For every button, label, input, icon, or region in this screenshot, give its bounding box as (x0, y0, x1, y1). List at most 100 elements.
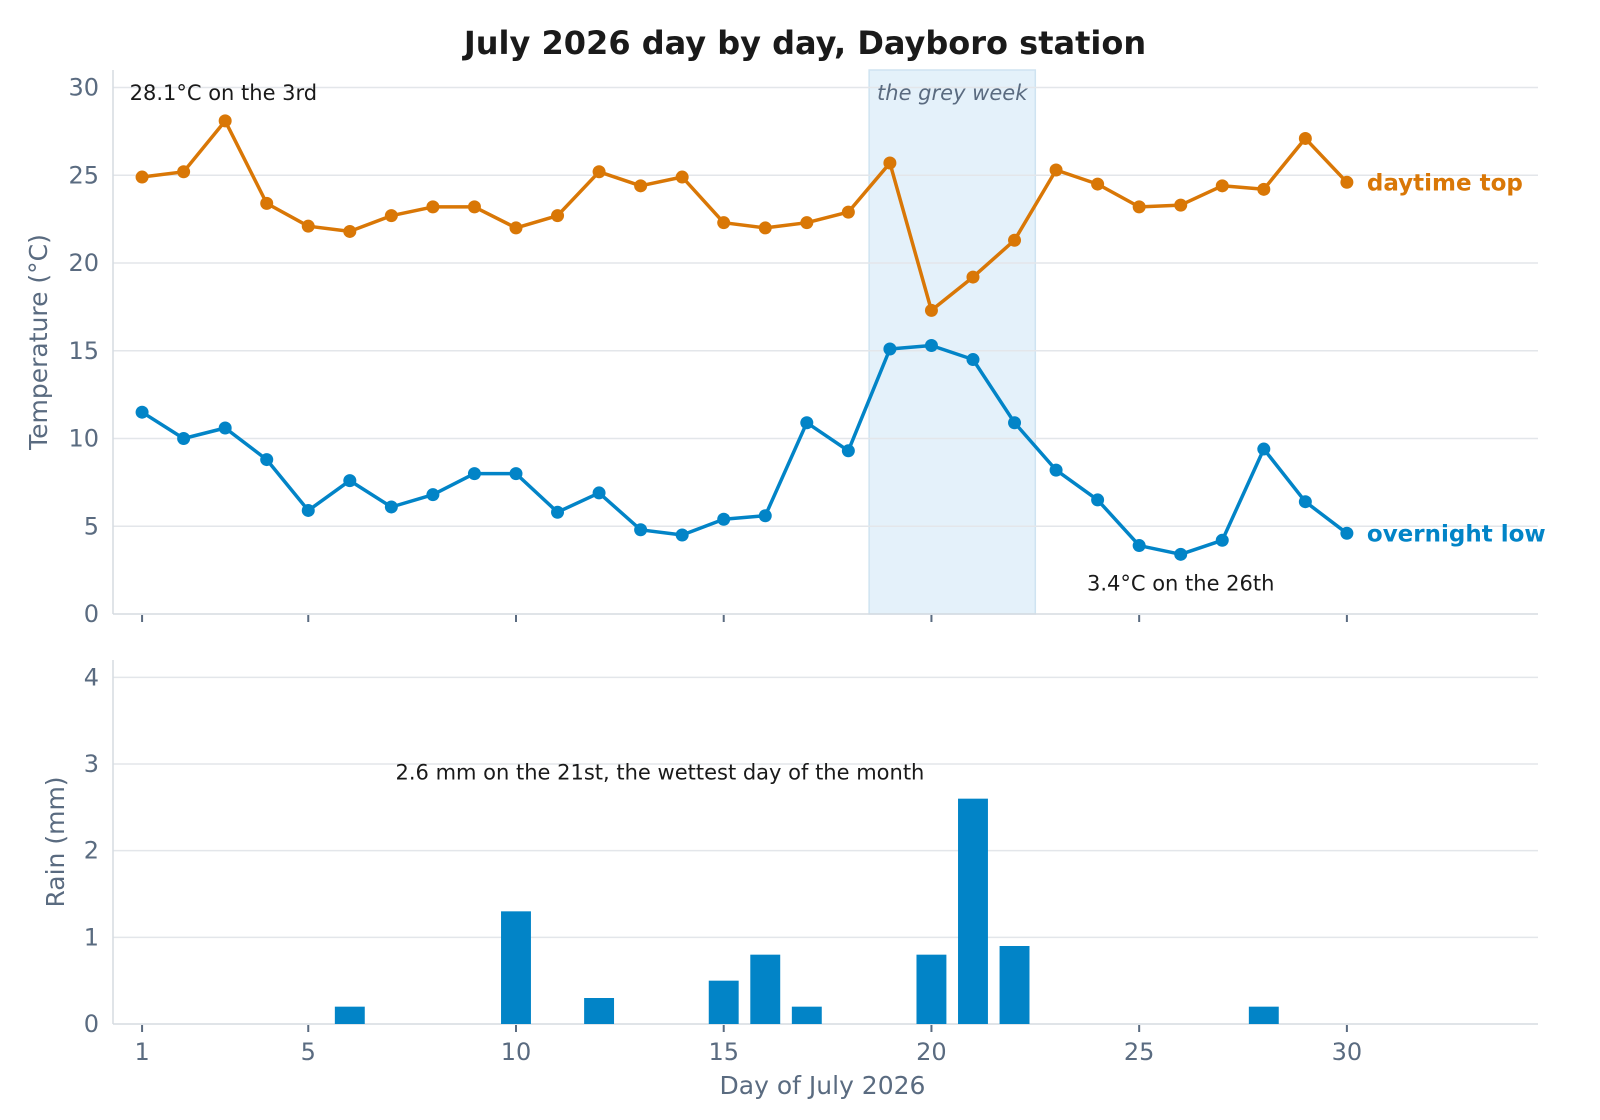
data-point (758, 509, 772, 523)
data-point (1091, 493, 1105, 507)
data-point (551, 505, 565, 519)
x-tick-label: 15 (708, 1038, 739, 1066)
series-line (141, 343, 1348, 557)
data-point (218, 114, 232, 128)
annotation-min-low: 3.4°C on the 26th (1087, 571, 1274, 595)
y-tick-label: 5 (84, 512, 99, 540)
data-point (467, 467, 481, 481)
data-point (301, 219, 315, 233)
data-point (467, 200, 481, 214)
rain-gridlines (113, 676, 1538, 939)
series-overnight-low (135, 339, 1354, 561)
y-tick-label: 30 (68, 74, 99, 102)
data-point (841, 205, 855, 219)
x-tick-label: 25 (1124, 1038, 1155, 1066)
grey-week-label: the grey week (877, 81, 1028, 105)
data-point (841, 444, 855, 458)
data-point (717, 216, 731, 230)
x-tick-label: 5 (301, 1038, 316, 1066)
data-point (1008, 416, 1022, 430)
data-point (177, 165, 191, 179)
rain-bar (916, 954, 947, 1024)
x-tick-label: 20 (916, 1038, 947, 1066)
data-point (1174, 547, 1188, 561)
data-point (551, 209, 565, 223)
data-point (1298, 131, 1312, 145)
rain-bar (958, 798, 988, 1024)
y-tick-label: 0 (84, 1010, 99, 1038)
rain-bar (584, 998, 615, 1024)
data-point (301, 503, 315, 517)
data-point (384, 500, 398, 514)
data-point (924, 339, 938, 353)
data-point (1298, 495, 1312, 509)
data-point (426, 488, 440, 502)
y-tick-label: 4 (84, 663, 99, 691)
data-point (1340, 175, 1354, 189)
data-point (1257, 442, 1271, 456)
data-point (218, 421, 232, 435)
data-point (1215, 533, 1229, 547)
data-point (1174, 198, 1188, 212)
data-point (800, 216, 814, 230)
y-tick-label: 1 (84, 923, 99, 951)
temperature-y-axis-label: Temperature (°C) (24, 234, 53, 451)
rain-bar (334, 1006, 365, 1024)
annotation-wettest-day: 2.6 mm on the 21st, the wettest day of t… (396, 761, 925, 785)
data-point (717, 512, 731, 526)
series-daytime-top (135, 114, 1354, 317)
grey-week-shade (868, 69, 1037, 615)
data-point (758, 221, 772, 235)
x-tick-label: 30 (1332, 1038, 1363, 1066)
rain-bars (334, 798, 1279, 1024)
data-point (883, 342, 897, 356)
rain-bar (1248, 1006, 1279, 1024)
data-point (1257, 182, 1271, 196)
data-point (1049, 463, 1063, 477)
data-point (426, 200, 440, 214)
x-tick-label: 1 (134, 1038, 149, 1066)
x-axis-label: Day of July 2026 (720, 1071, 926, 1100)
y-tick-label: 20 (68, 249, 99, 277)
data-point (1132, 539, 1146, 553)
data-point (509, 221, 523, 235)
rain-x-ticks: 1 5 10 15 20 25 30 (134, 1025, 1362, 1066)
temperature-panel: 0 5 10 15 20 25 30 the grey week daytime top o… (24, 69, 1546, 628)
rain-bar (501, 911, 531, 1024)
data-point (675, 528, 689, 542)
temperature-x-tick-marks (141, 615, 1348, 622)
data-point (592, 165, 606, 179)
rain-bar (750, 954, 781, 1024)
y-tick-label: 15 (68, 337, 99, 365)
data-point (135, 405, 149, 419)
temperature-gridlines (113, 86, 1538, 528)
data-point (1008, 233, 1022, 247)
data-point (1340, 526, 1354, 540)
data-point (675, 170, 689, 184)
data-point (135, 170, 149, 184)
y-tick-label: 0 (84, 600, 99, 628)
data-point (800, 416, 814, 430)
y-tick-label: 10 (68, 425, 99, 453)
data-point (592, 486, 606, 500)
rain-y-axis-label: Rain (mm) (41, 776, 70, 907)
data-point (384, 209, 398, 223)
data-point (343, 224, 357, 238)
data-point (343, 474, 357, 488)
x-tick-label: 10 (501, 1038, 532, 1066)
rain-bar (999, 946, 1030, 1024)
data-point (509, 467, 523, 481)
rain-bar (791, 1006, 822, 1024)
y-tick-label: 3 (84, 750, 99, 778)
y-tick-label: 2 (84, 837, 99, 865)
data-point (966, 270, 980, 284)
data-point (634, 523, 648, 537)
series-line (141, 119, 1349, 313)
rain-y-ticks: 0 1 2 3 4 (84, 663, 99, 1038)
data-point (177, 432, 191, 446)
temperature-y-ticks: 0 5 10 15 20 25 30 (68, 74, 99, 628)
series-label-daytime-top: daytime top (1367, 170, 1523, 196)
data-point (883, 156, 897, 170)
